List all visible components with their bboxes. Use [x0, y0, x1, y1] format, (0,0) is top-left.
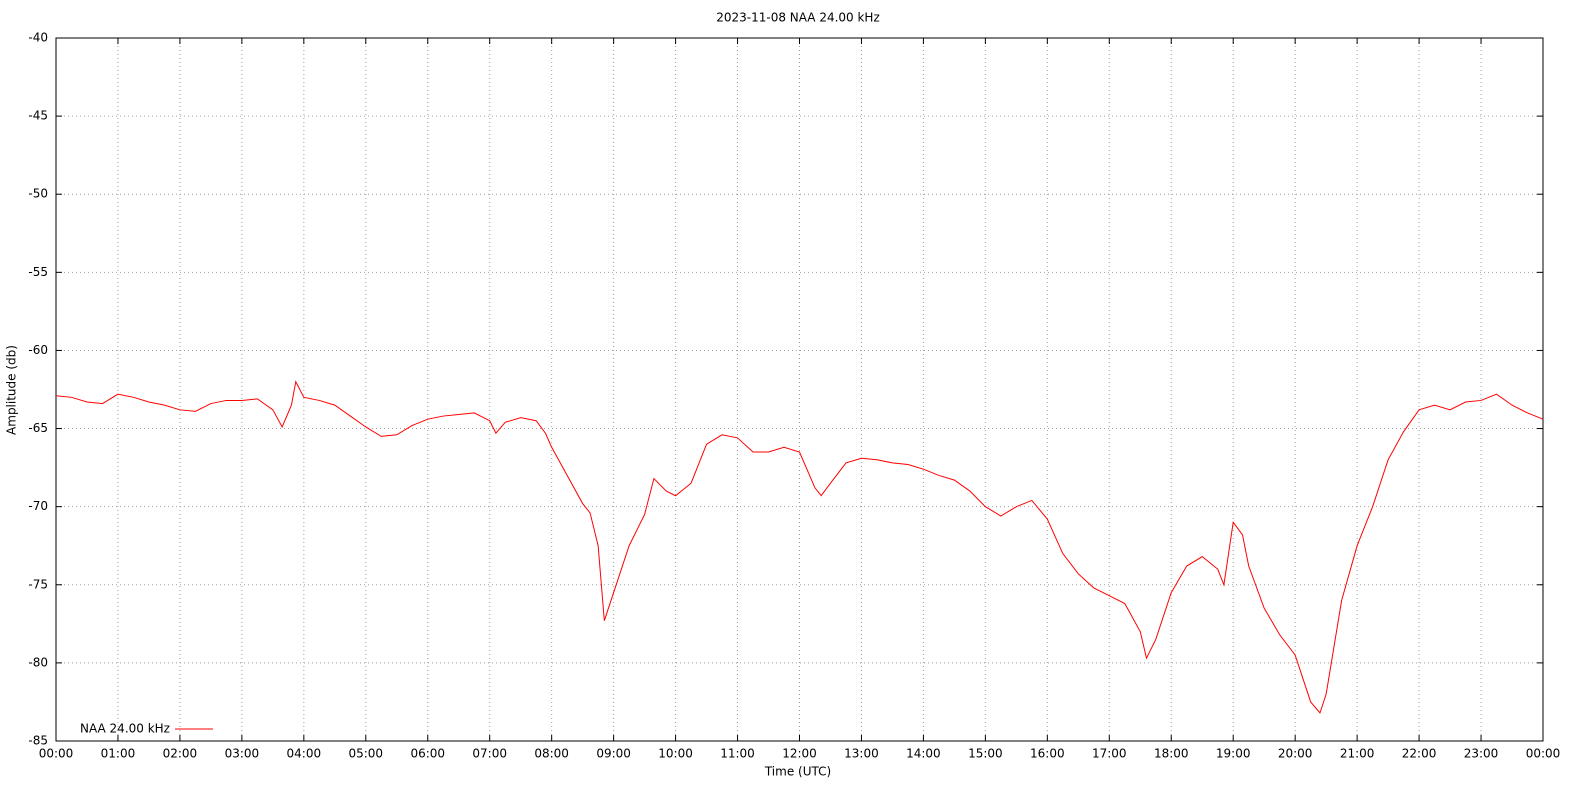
x-tick-label: 03:00 [225, 747, 260, 761]
y-axis-label: Amplitude (db) [5, 345, 19, 435]
x-tick-label: 22:00 [1402, 747, 1437, 761]
x-tick-label: 02:00 [163, 747, 198, 761]
x-tick-label: 15:00 [968, 747, 1003, 761]
x-tick-label: 05:00 [348, 747, 383, 761]
x-tick-label: 21:00 [1340, 747, 1375, 761]
x-axis-label: Time (UTC) [764, 765, 831, 779]
x-tick-label: 12:00 [782, 747, 817, 761]
x-tick-label: 11:00 [720, 747, 755, 761]
x-tick-label: 23:00 [1464, 747, 1499, 761]
y-tick-label: -75 [28, 577, 48, 591]
x-tick-label: 00:00 [1526, 747, 1561, 761]
x-tick-label: 08:00 [534, 747, 569, 761]
y-tick-label: -70 [28, 499, 48, 513]
y-tick-label: -40 [28, 31, 48, 45]
y-tick-label: -60 [28, 343, 48, 357]
x-tick-label: 00:00 [39, 747, 74, 761]
y-tick-label: -50 [28, 187, 48, 201]
x-tick-label: 14:00 [906, 747, 941, 761]
chart-title: 2023-11-08 NAA 24.00 kHz [716, 11, 880, 25]
x-tick-label: 16:00 [1030, 747, 1065, 761]
y-tick-label: -65 [28, 421, 48, 435]
x-tick-label: 01:00 [101, 747, 136, 761]
x-tick-label: 06:00 [410, 747, 445, 761]
x-tick-label: 04:00 [287, 747, 322, 761]
y-tick-label: -85 [28, 734, 48, 748]
x-tick-label: 09:00 [596, 747, 631, 761]
y-tick-label: -80 [28, 655, 48, 669]
x-tick-label: 10:00 [658, 747, 693, 761]
x-tick-label: 18:00 [1154, 747, 1189, 761]
y-tick-label: -45 [28, 109, 48, 123]
x-tick-label: 07:00 [472, 747, 507, 761]
legend-label: NAA 24.00 kHz [80, 722, 170, 736]
x-tick-label: 17:00 [1092, 747, 1127, 761]
data-line [55, 380, 1544, 714]
x-tick-label: 20:00 [1278, 747, 1313, 761]
x-tick-label: 13:00 [844, 747, 879, 761]
y-tick-label: -55 [28, 265, 48, 279]
x-tick-label: 19:00 [1216, 747, 1251, 761]
plot-frame [55, 37, 1544, 742]
